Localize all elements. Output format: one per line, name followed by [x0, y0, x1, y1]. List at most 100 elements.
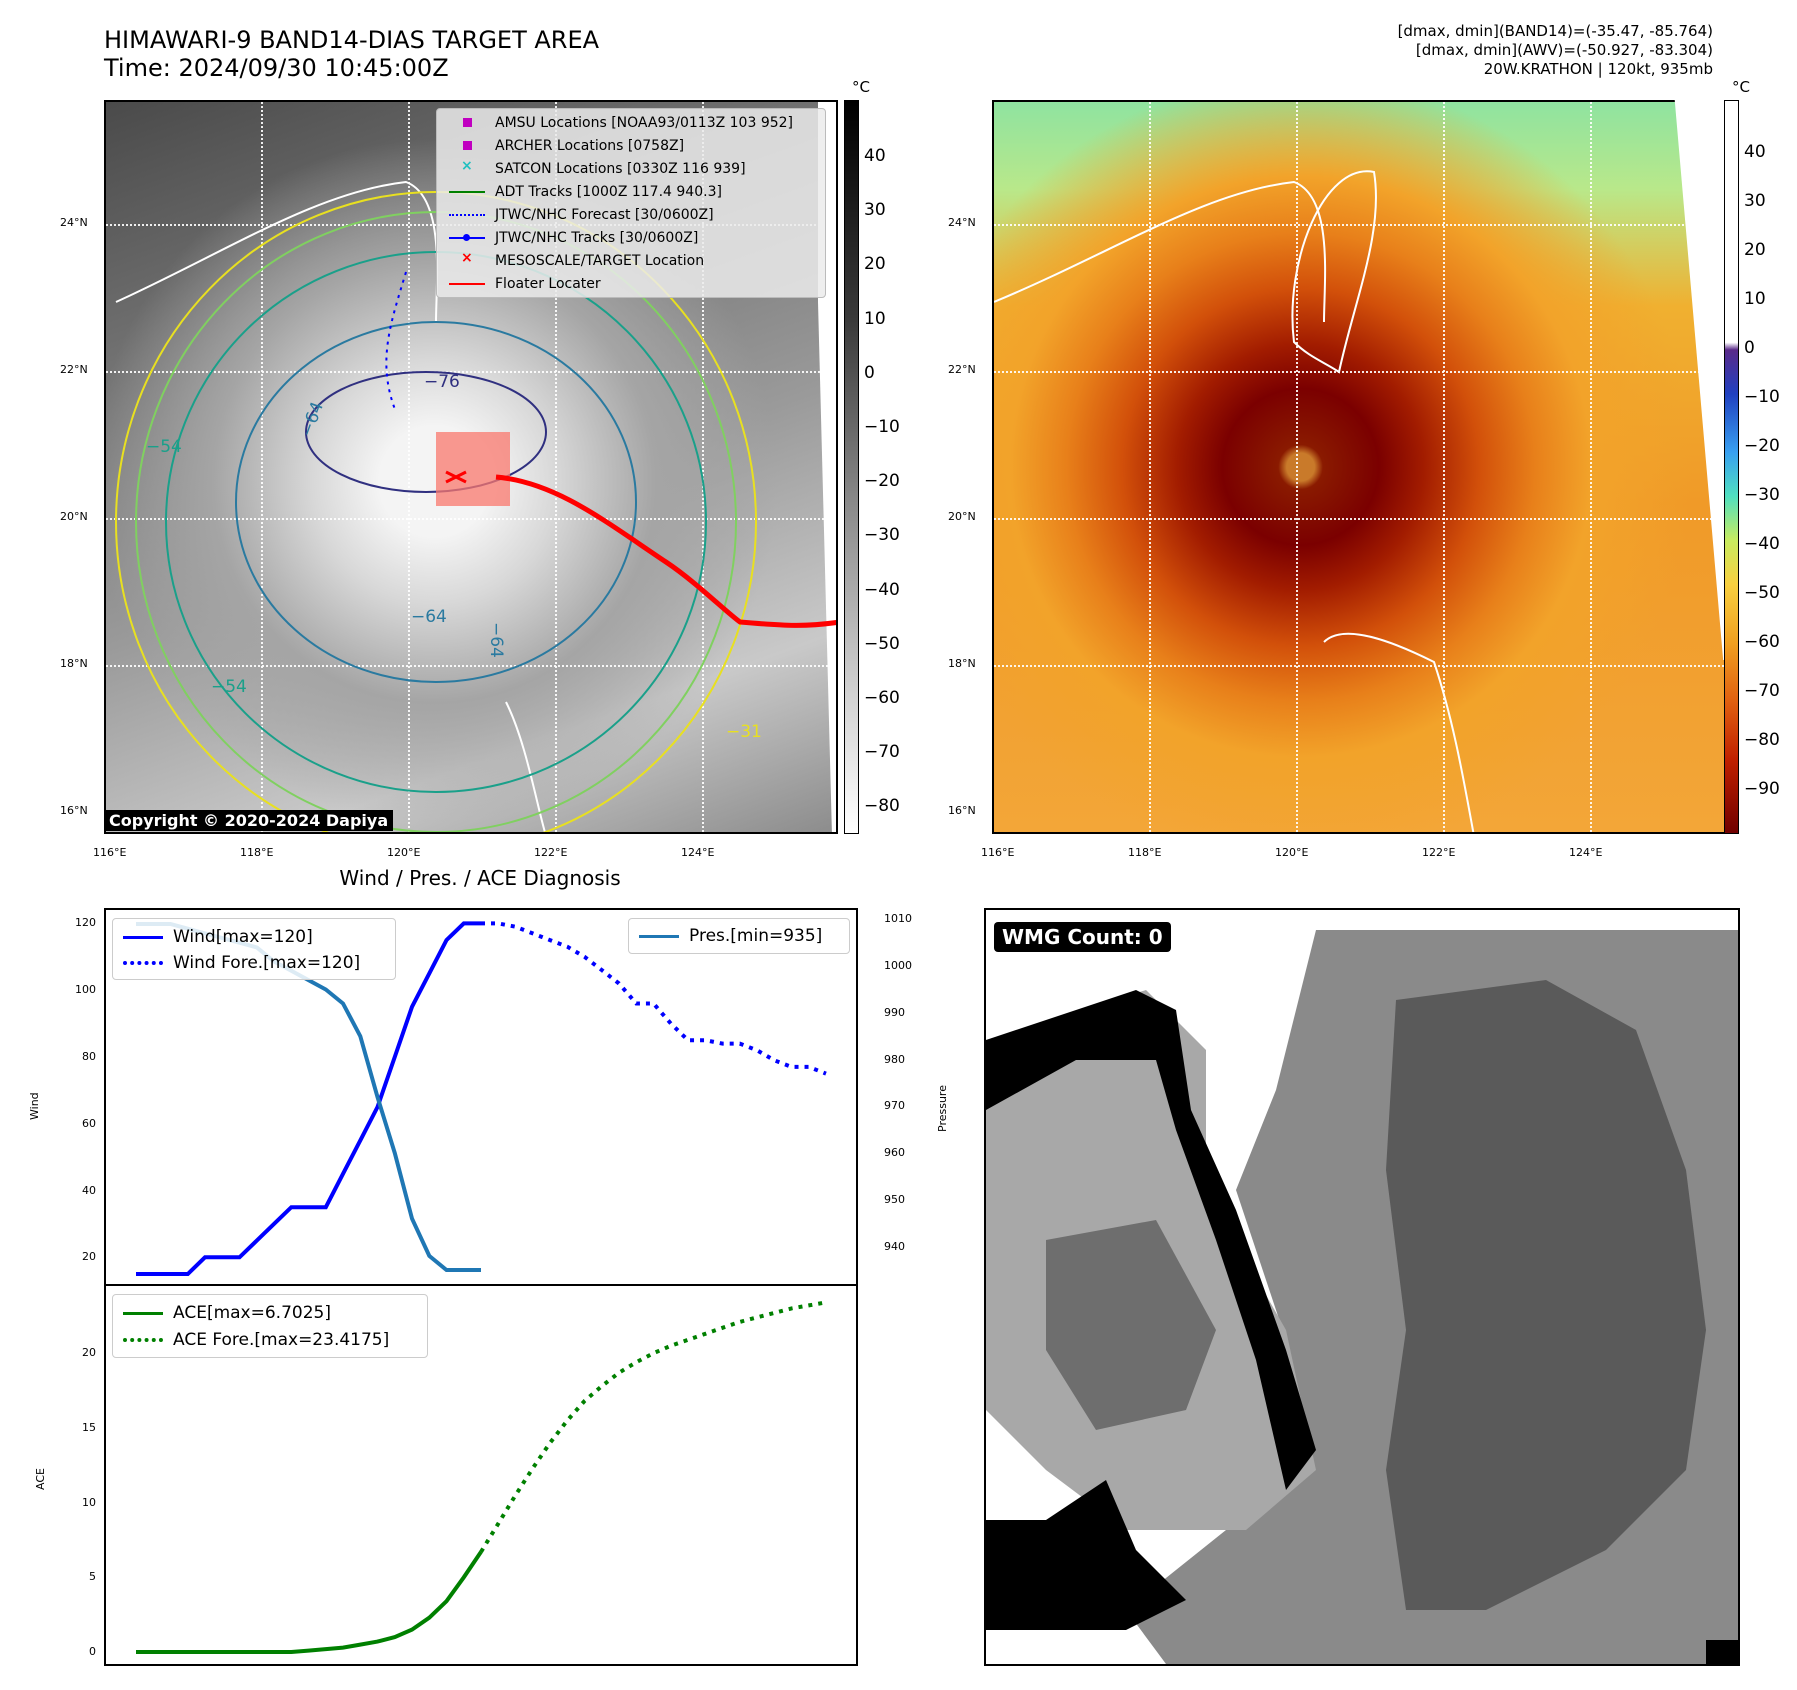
- series-line: [479, 1300, 827, 1553]
- legend-item-satcon: × SATCON Locations [0330Z 116 939]: [449, 158, 746, 178]
- coastline-luzon: [1323, 632, 1475, 832]
- gridline-lat: [106, 371, 836, 373]
- colorbar-tick-label: −80: [1744, 730, 1780, 750]
- line-marker-icon: [449, 183, 485, 201]
- y-tick-label: 940: [884, 1239, 905, 1253]
- colorbar-tick-label: −80: [864, 796, 900, 817]
- contour-label: −54: [146, 437, 182, 457]
- gridline-lon: [1149, 102, 1151, 832]
- wmg-classification-map[interactable]: [984, 908, 1740, 1666]
- bd-colorbar: [1724, 100, 1739, 834]
- contour-ring: [305, 371, 547, 493]
- title-line-1: HIMAWARI-9 BAND14-DIAS TARGET AREA: [104, 26, 600, 54]
- series-line: [136, 1550, 483, 1654]
- contour-label: −76: [424, 372, 460, 392]
- colorbar-tick-label: −40: [864, 579, 900, 600]
- lat-label: 16°N: [60, 804, 88, 817]
- coastline-taiwan: [1291, 170, 1377, 374]
- colorbar-tick-label: 30: [1744, 191, 1766, 211]
- wmg-black-band: [986, 990, 1316, 1490]
- contour-label: −64: [411, 607, 447, 627]
- colorbar-tick-label: −30: [1744, 485, 1780, 505]
- coastline-china: [994, 180, 1327, 323]
- lon-label: 120°E: [1275, 846, 1309, 859]
- square-marker-icon: [449, 114, 485, 132]
- floater-track: [495, 474, 836, 628]
- lat-label: 22°N: [948, 363, 976, 376]
- contour-label: −64: [486, 622, 506, 658]
- legend-item-ace-forecast: ACE Fore.[max=23.4175]: [123, 1330, 389, 1350]
- colorbar-tick-label: −90: [1744, 779, 1780, 799]
- gridline-lon: [1443, 102, 1445, 832]
- ir-map-legend: AMSU Locations [NOAA93/0113Z 103 952] AR…: [436, 108, 826, 298]
- info-line-1: [dmax, dmin](BAND14)=(-35.47, -85.764): [1397, 22, 1713, 40]
- storm-info: [dmax, dmin](BAND14)=(-35.47, -85.764) […: [1398, 22, 1713, 79]
- jtwc-forecast-track: [385, 271, 407, 413]
- colorbar-tick-label: −10: [1744, 387, 1780, 407]
- legend-item-pressure: Pres.[min=935]: [639, 926, 822, 946]
- solid-line-icon: [123, 935, 163, 939]
- colorbar-tick-label: −40: [1744, 534, 1780, 554]
- colorbar-tick-label: 10: [1744, 289, 1766, 309]
- solid-line-icon: [123, 1311, 163, 1315]
- target-box: [436, 432, 510, 506]
- colorbar-tick-label: −70: [864, 742, 900, 763]
- dotted-line-icon: [123, 961, 163, 965]
- legend-item-wind: Wind[max=120]: [123, 927, 313, 947]
- lat-label: 20°N: [948, 510, 976, 523]
- lon-label: 122°E: [1422, 846, 1456, 859]
- y-tick-label: 40: [82, 1183, 96, 1197]
- gridline-lat: [994, 665, 1724, 667]
- lon-label: 124°E: [681, 846, 715, 859]
- colorbar-tick-label: 10: [864, 308, 886, 329]
- colorbar-unit: °C: [1732, 78, 1750, 96]
- y-tick-label: 950: [884, 1192, 905, 1206]
- lon-label: 120°E: [387, 846, 421, 859]
- contour-label: −31: [726, 722, 762, 742]
- ace-axis-title: ACE: [34, 1468, 47, 1490]
- coastline-china: [115, 180, 439, 323]
- square-marker-icon: [449, 137, 485, 155]
- bd-enhanced-map[interactable]: [992, 100, 1726, 834]
- colorbar-tick-label: −50: [1744, 583, 1780, 603]
- y-tick-label: 960: [884, 1146, 905, 1160]
- y-tick-label: 0: [89, 1645, 96, 1659]
- lon-label: 116°E: [981, 846, 1015, 859]
- contour-ring: [235, 321, 637, 683]
- pressure-axis-title: Pressure: [936, 1085, 949, 1132]
- lat-label: 18°N: [60, 657, 88, 670]
- x-marker-icon: ×: [461, 158, 473, 174]
- colorbar-tick-label: −60: [864, 688, 900, 708]
- y-tick-label: 15: [82, 1420, 96, 1434]
- series-line: [481, 921, 827, 1076]
- wmg-black-region: [986, 1480, 1186, 1630]
- colorbar-tick-label: 20: [864, 254, 886, 275]
- wind-axis-title: Wind: [28, 1092, 41, 1120]
- gridline-lat: [106, 518, 836, 520]
- legend-item-jtwc-forecast: JTWC/NHC Forecast [30/0600Z]: [449, 206, 714, 224]
- contour-label: −54: [211, 677, 247, 697]
- gridline-lat: [994, 371, 1724, 373]
- line-marker-icon: [449, 275, 485, 293]
- target-x: [445, 470, 467, 484]
- y-tick-label: 10: [82, 1495, 96, 1509]
- y-tick-label: 20: [82, 1250, 96, 1264]
- y-tick-label: 60: [82, 1116, 96, 1130]
- colorbar-tick-label: −10: [864, 417, 900, 437]
- wmg-count-badge: WMG Count: 0: [994, 922, 1171, 952]
- colorbar-tick-label: −60: [1744, 632, 1780, 652]
- colorbar-tick-label: −20: [864, 471, 900, 492]
- colorbar-tick-label: −70: [1744, 681, 1780, 701]
- wmg-corner-block: [1706, 1640, 1738, 1664]
- y-tick-label: 5: [89, 1570, 96, 1584]
- gridline-lat: [994, 224, 1724, 226]
- lat-label: 18°N: [948, 657, 976, 670]
- colorbar-tick-label: 40: [864, 146, 886, 166]
- info-line-3: 20W.KRATHON | 120kt, 935mb: [1483, 60, 1713, 78]
- ace-legend: ACE[max=6.7025] ACE Fore.[max=23.4175]: [112, 1294, 428, 1358]
- y-tick-label: 1000: [884, 959, 912, 973]
- legend-item-wind-forecast: Wind Fore.[max=120]: [123, 953, 360, 973]
- lon-label: 116°E: [93, 846, 127, 859]
- lon-label: 122°E: [534, 846, 568, 859]
- colorbar-tick-label: 30: [864, 200, 886, 221]
